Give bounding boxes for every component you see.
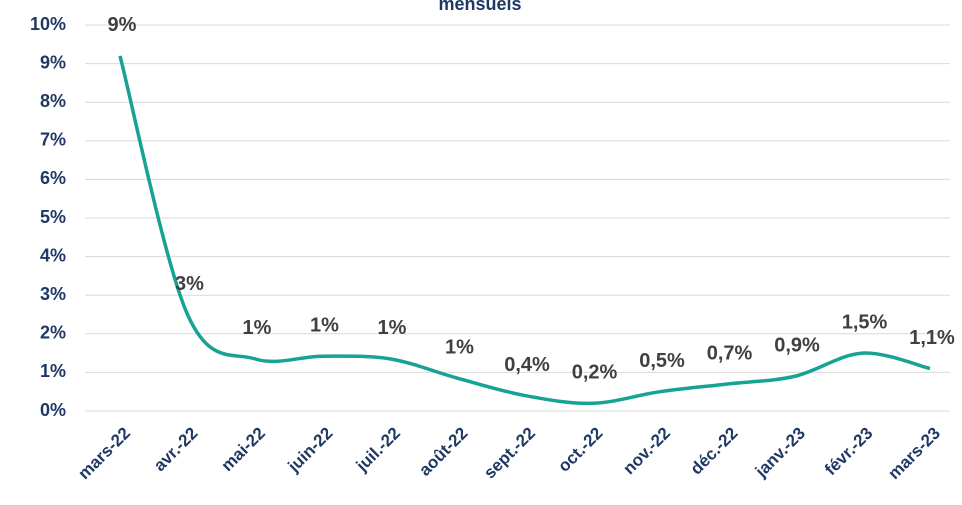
data-label: 1% xyxy=(310,314,339,336)
y-tick-label: 9% xyxy=(40,52,66,72)
x-tick-label: mars-22 xyxy=(74,424,134,484)
x-tick-label: janv.-23 xyxy=(751,424,809,482)
data-label: 1% xyxy=(378,317,407,339)
data-label: 1% xyxy=(243,317,272,339)
data-label: 0,5% xyxy=(639,350,685,372)
x-tick-label: août-22 xyxy=(415,424,471,480)
y-tick-label: 2% xyxy=(40,323,66,343)
y-tick-label: 0% xyxy=(40,400,66,420)
data-label: 0,4% xyxy=(504,354,550,376)
chart-title: mensuels xyxy=(438,0,521,14)
data-label: 0,2% xyxy=(572,362,618,384)
data-label: 1% xyxy=(445,336,474,358)
data-label: 1,1% xyxy=(909,327,955,349)
x-tick-label: nov.-22 xyxy=(619,424,674,479)
x-tick-label: mai-22 xyxy=(217,424,269,476)
data-label: 0,7% xyxy=(707,342,753,364)
y-tick-label: 3% xyxy=(40,284,66,304)
y-tick-label: 5% xyxy=(40,207,66,227)
x-tick-label: févr.-23 xyxy=(821,424,877,480)
x-tick-label: sept.-22 xyxy=(480,424,539,483)
data-label: 0,9% xyxy=(774,335,820,357)
x-tick-label: oct.-22 xyxy=(554,424,606,476)
y-tick-label: 6% xyxy=(40,168,66,188)
y-tick-label: 8% xyxy=(40,91,66,111)
x-tick-label: juin-22 xyxy=(284,424,337,477)
y-tick-label: 1% xyxy=(40,361,66,381)
data-label: 9% xyxy=(108,14,137,36)
x-tick-label: déc.-22 xyxy=(687,424,742,479)
y-tick-label: 4% xyxy=(40,245,66,265)
y-tick-label: 7% xyxy=(40,130,66,150)
line xyxy=(118,55,931,406)
data-label: 3% xyxy=(175,273,204,295)
x-tick-label: juil.-22 xyxy=(352,424,404,476)
data-label: 1,5% xyxy=(842,311,888,333)
y-tick-label: 10% xyxy=(30,14,66,34)
x-tick-label: avr.-22 xyxy=(150,424,202,476)
x-tick-label: mars-23 xyxy=(884,424,944,484)
